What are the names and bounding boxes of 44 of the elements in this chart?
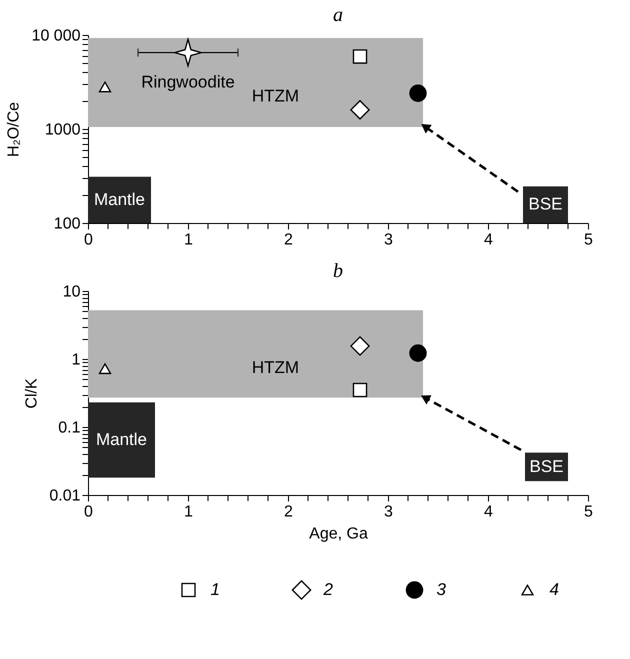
- y-tick-label: 0.1: [58, 420, 81, 436]
- x-axis-title: Age, Ga: [309, 526, 368, 542]
- annotation: HTZM: [252, 86, 300, 106]
- y-axis-title: Cl/K: [23, 378, 40, 409]
- annotation: Mantle: [94, 190, 146, 209]
- chart-title: b: [333, 260, 343, 282]
- y-tick-label: 10: [62, 284, 81, 300]
- legend-label: 4: [550, 580, 559, 599]
- point: [98, 82, 112, 92]
- point: [174, 38, 202, 66]
- y-tick-label: 1000: [44, 122, 81, 138]
- y-tick-label: 100: [54, 216, 81, 232]
- point: [350, 336, 370, 356]
- x-tick-label: 1: [184, 232, 194, 248]
- legend-label: 2: [322, 580, 334, 599]
- x-tick-label: 4: [484, 504, 494, 520]
- point: [98, 363, 112, 374]
- annotation: Mantle: [96, 430, 148, 450]
- point: [409, 344, 427, 362]
- x-tick-label: 4: [484, 232, 494, 248]
- chart-title: a: [333, 4, 343, 26]
- x-tick-label: 1: [184, 504, 194, 520]
- annotation: HTZM: [252, 358, 300, 377]
- y-tick-label: 0.01: [49, 488, 81, 504]
- y-axis-title: H₂O/Ce: [6, 102, 23, 158]
- annotation: BSE: [528, 194, 563, 214]
- x-tick-label: 0: [84, 504, 94, 520]
- x-tick-label: 5: [584, 504, 594, 520]
- annotation: BSE: [529, 456, 564, 476]
- x-tick-label: 3: [384, 504, 394, 520]
- legend-label: 1: [210, 580, 220, 599]
- point: [350, 100, 370, 120]
- y-tick-label: 1: [72, 352, 81, 368]
- legend-label: 3: [436, 580, 446, 599]
- point: [409, 84, 427, 102]
- x-tick-label: 3: [384, 232, 394, 248]
- series-label: Ringwoodite: [141, 72, 235, 92]
- x-tick-label: 2: [284, 504, 294, 520]
- x-tick-label: 2: [284, 232, 294, 248]
- point: [352, 49, 368, 64]
- x-tick-label: 0: [84, 232, 94, 248]
- point: [352, 382, 368, 398]
- y-tick-label: 10 000: [32, 28, 81, 44]
- x-tick-label: 5: [584, 232, 594, 248]
